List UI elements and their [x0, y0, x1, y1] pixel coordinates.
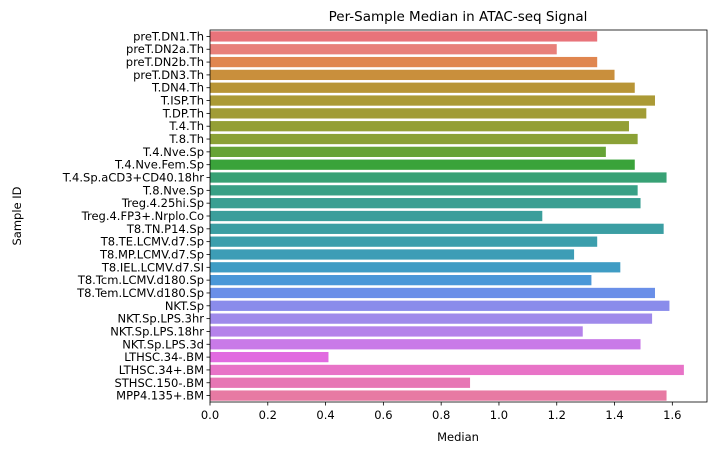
bar: [210, 210, 543, 222]
y-tick-label: T.DN4.Th: [151, 81, 204, 95]
y-tick-label: T.8.Th: [168, 132, 204, 146]
bar: [210, 326, 583, 337]
y-tick-label: NKT.Sp: [165, 299, 204, 313]
bar: [210, 95, 655, 106]
y-tick-label: T8.MP.LCMV.d7.Sp: [99, 247, 204, 261]
x-tick-label: 1.4: [605, 408, 623, 422]
x-tick-labels: 0.0 0.2 0.4 0.6 0.8 1.0 1.2 1.4 1.6: [201, 402, 681, 422]
x-tick-label: 0.6: [374, 408, 392, 422]
x-tick-label: 1.0: [490, 408, 508, 422]
bar: [210, 249, 575, 260]
y-tick-label: T8.TN.P14.Sp: [126, 222, 204, 236]
y-tick-label: T8.IEL.LCMV.d7.SI: [101, 260, 204, 274]
bar: [210, 69, 615, 81]
x-tick-label: 0.4: [316, 408, 334, 422]
y-tick-label: preT.DN1.Th: [133, 29, 204, 43]
y-tick-label: T8.TE.LCMV.d7.Sp: [100, 235, 204, 249]
y-tick-label: Treg.4.25hi.Sp: [121, 196, 204, 210]
bar: [210, 300, 670, 311]
bar: [210, 121, 629, 132]
y-tick-label: T.8.Nve.Sp: [142, 183, 204, 197]
bar: [210, 223, 664, 234]
y-tick-label: T8.Tem.LCMV.d180.Sp: [76, 286, 204, 300]
x-tick-label: 0.0: [201, 408, 219, 422]
bar: [210, 275, 592, 286]
y-tick-label: T8.Tcm.LCMV.d180.Sp: [77, 273, 204, 287]
x-tick-label: 1.6: [663, 408, 681, 422]
x-axis-label: Median: [437, 430, 479, 444]
y-tick-label: NKT.Sp.LPS.3hr: [118, 312, 205, 326]
bar: [210, 108, 647, 119]
bar: [210, 82, 635, 93]
bar: [210, 377, 471, 388]
y-axis-label: Sample ID: [10, 186, 24, 245]
y-tick-label: NKT.Sp.LPS.3d: [122, 337, 204, 351]
y-tick-label: T.ISP.Th: [160, 94, 204, 108]
bar: [210, 236, 598, 247]
bar: [210, 56, 598, 68]
y-tick-label: T.DP.Th: [162, 106, 204, 120]
x-tick-label: 0.8: [432, 408, 450, 422]
bar: [210, 44, 557, 55]
y-tick-label: preT.DN2b.Th: [126, 55, 204, 69]
y-tick-label: Treg.4.FP3+.Nrplo.Co: [81, 209, 204, 223]
bar: [210, 172, 667, 183]
y-tick-label: MPP4.135+.BM: [116, 389, 204, 403]
x-tick-label: 1.2: [548, 408, 566, 422]
bar: [210, 133, 638, 145]
bar: [210, 159, 635, 170]
plot-frame: [209, 29, 708, 403]
x-tick-label: 0.2: [259, 408, 277, 422]
bar: [210, 339, 641, 350]
bar: [210, 198, 641, 209]
y-tick-label: preT.DN2a.Th: [126, 42, 204, 56]
y-tick-label: LTHSC.34+.BM: [119, 363, 204, 377]
chart-title: Per-Sample Median in ATAC-seq Signal: [329, 9, 588, 25]
bar: [210, 185, 638, 196]
y-tick-label: LTHSC.34-.BM: [124, 350, 204, 364]
bar: [210, 146, 606, 157]
y-tick-labels: preT.DN1.ThpreT.DN2a.ThpreT.DN2b.ThpreT.…: [62, 29, 210, 403]
bar: [210, 262, 621, 273]
bar: [210, 351, 329, 363]
bar: [210, 287, 655, 299]
bar: [210, 364, 684, 376]
y-tick-label: T.4.Th: [168, 119, 204, 133]
y-tick-label: T.4.Nve.Fem.Sp: [114, 158, 204, 172]
y-tick-label: STHSC.150-.BM: [114, 376, 204, 390]
y-tick-label: T.4.Sp.aCD3+CD40.18hr: [62, 171, 205, 185]
bar: [210, 31, 598, 42]
bar: [210, 313, 653, 324]
y-tick-label: T.4.Nve.Sp: [142, 145, 204, 159]
bar: [210, 390, 667, 401]
y-tick-label: NKT.Sp.LPS.18hr: [110, 324, 204, 338]
bars-group: [210, 31, 684, 401]
y-tick-label: preT.DN3.Th: [133, 68, 204, 82]
